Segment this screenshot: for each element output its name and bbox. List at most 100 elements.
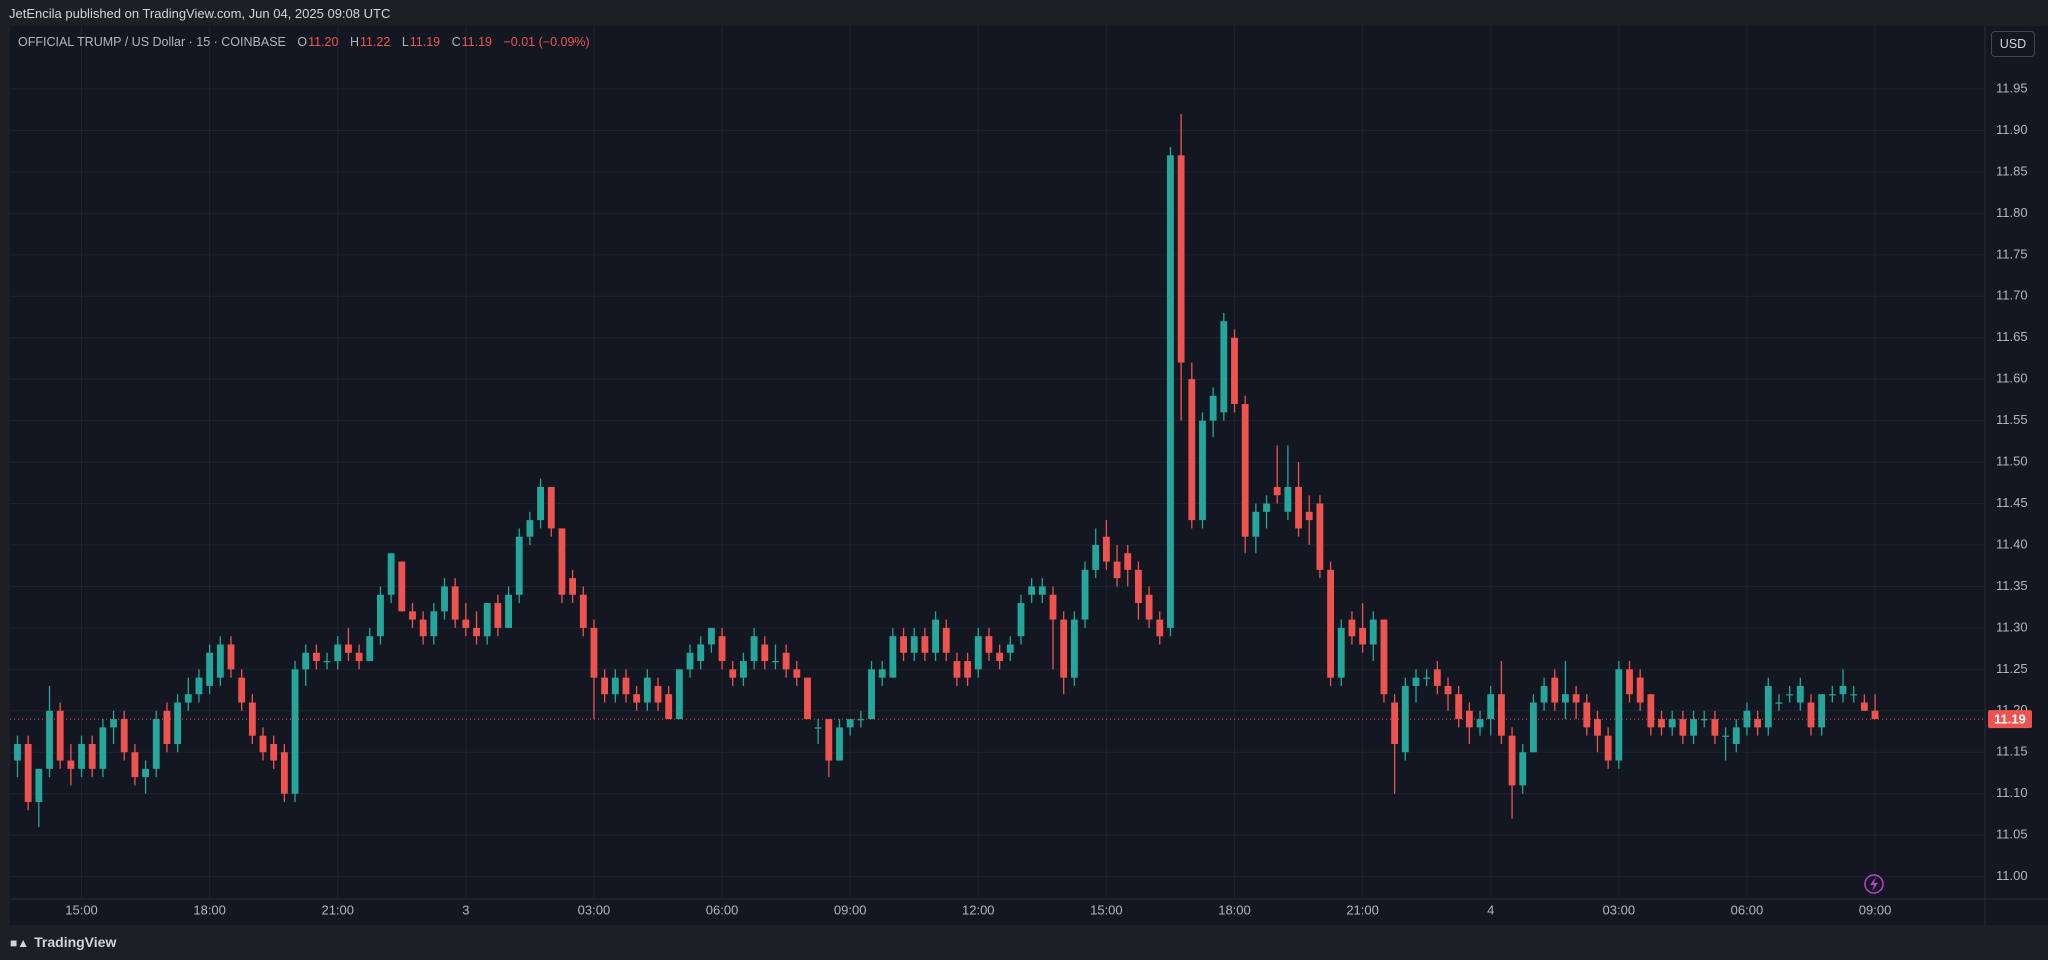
candle-body [409,611,416,620]
candle-body [942,627,950,653]
time-axis [10,899,1985,925]
candle-body [1177,155,1185,363]
candle-body [1497,694,1505,736]
candle-body [88,743,96,769]
candle-body [825,719,833,761]
candle-body [1006,644,1014,653]
candle-body [857,719,865,721]
candle-body [377,594,384,637]
candle-body [1060,619,1068,678]
candle-body [1775,702,1783,704]
symbol-legend: OFFICIAL TRUMP / US Dollar · 15 · COINBA… [18,35,598,49]
candle-body [1754,719,1762,728]
candle-body [1444,685,1452,695]
candle-body [814,727,822,729]
candle-body [910,636,918,653]
candle-body [366,636,374,662]
candle-body [270,743,278,761]
candle-body [1135,569,1142,604]
candle-body [569,578,577,595]
candle-body [1636,677,1644,703]
candle-body [1850,694,1858,696]
candle-body [526,520,534,537]
y-tick-label: 11.40 [1996,536,2028,551]
candle-body [14,743,21,761]
candle-body [1199,420,1206,521]
candle-body [35,768,43,802]
candle-body [1732,727,1740,744]
candle-body [1540,685,1548,703]
candle-body [974,636,982,670]
candle-body [611,677,619,695]
candle-body [398,561,406,612]
candle-body [259,735,267,753]
candles [10,113,1985,827]
x-tick-label: 06:00 [1731,902,1764,917]
candle-body [56,710,64,761]
candle-body [248,702,256,736]
candle-body [227,644,235,670]
brand: ■▲ TradingView [10,934,117,950]
y-tick-label: 11.95 [1996,80,2028,95]
candle-body [804,677,811,720]
candle-body [355,652,363,662]
candle-body [1241,404,1249,537]
candle-body [590,627,598,678]
y-tick-label: 11.00 [1996,868,2028,883]
candle-body [1519,752,1527,786]
candle-body [1092,544,1100,570]
candle-body [451,586,459,620]
candle-body [932,619,939,653]
candle-body [1786,694,1794,696]
candle-body [78,743,85,769]
candle-body [152,719,160,769]
candle-body [1807,702,1815,728]
candle-body [206,652,214,686]
candle-body [483,603,491,637]
candle-body [1583,702,1591,728]
currency-button[interactable]: USD [1991,31,2035,57]
candle-body [1615,669,1623,761]
candle-body [1476,719,1484,728]
x-tick-label: 15:00 [1090,902,1123,917]
candle-body [1049,594,1057,620]
y-tick-label: 11.30 [1996,619,2028,634]
candle-body [1455,694,1463,720]
candle-body [1871,710,1879,720]
candle-body [729,669,737,678]
candle-body [1156,619,1164,637]
y-tick-label: 11.10 [1996,785,2028,800]
candle-body [184,694,192,703]
candle-body [1679,719,1687,736]
candle-body [1017,603,1025,637]
x-tick-label: 03:00 [578,902,611,917]
legend-key: C [451,35,461,49]
legend-key: H [349,35,359,49]
flash-icon[interactable] [1864,874,1884,894]
x-tick-label: 4 [1487,902,1494,917]
y-tick-label: 11.70 [1996,288,2028,303]
candle-body [387,553,395,595]
candle-body [441,586,448,612]
candle-body [1028,586,1036,595]
candle-body [1113,561,1121,579]
symbol-title: OFFICIAL TRUMP / US Dollar · 15 · COINBA… [18,35,286,49]
y-tick-label: 11.55 [1996,412,2028,427]
candle-body [1380,619,1388,695]
candle-body [1722,735,1729,737]
y-tick-label: 11.25 [1996,661,2028,676]
candle-body [601,677,609,695]
candle-body [697,644,705,662]
candle-body [345,644,352,653]
x-tick-label: 09:00 [1859,902,1892,917]
candle-body [1860,702,1868,711]
candle-body [964,661,972,678]
candle-body [334,644,342,662]
candle-body [238,677,246,703]
candle-body [1433,669,1441,686]
candle-body [1700,719,1708,721]
candle-body [1188,379,1196,521]
candle-body [67,760,75,769]
candle-body [1038,586,1046,595]
